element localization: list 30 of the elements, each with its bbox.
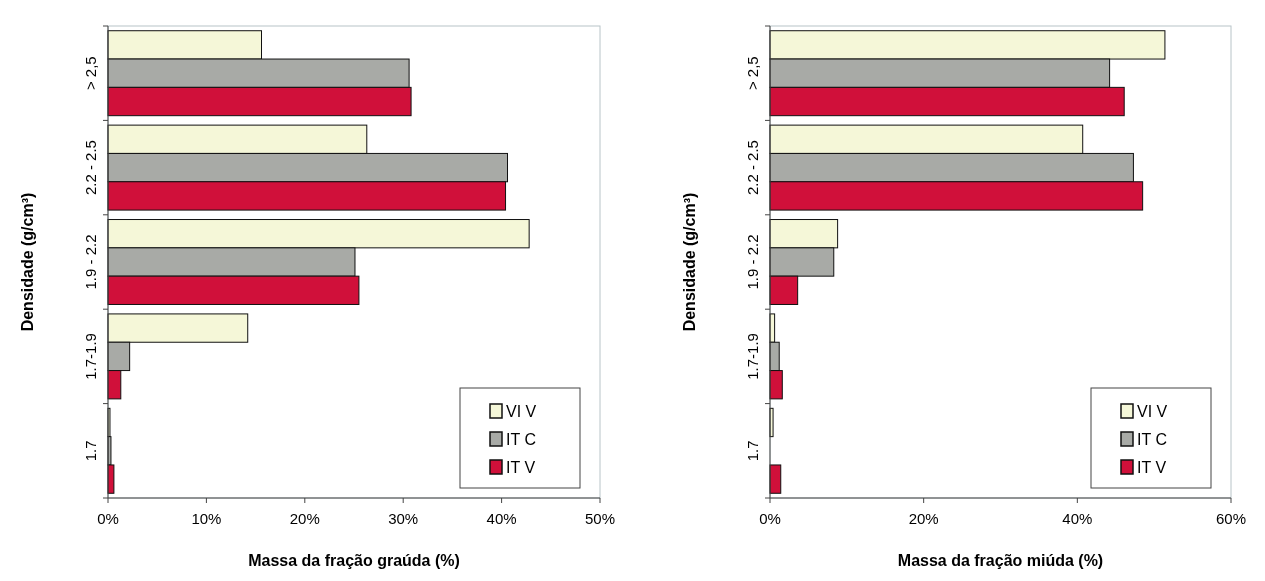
x-axis-title: Massa da fração graúda (%): [248, 552, 460, 569]
y-tick-label: 1.9 - 2.2: [82, 234, 99, 290]
legend-label: IT C: [1137, 431, 1167, 448]
x-tick-label: 20%: [908, 510, 939, 527]
y-tick-label: 2.2 - 2.5: [744, 140, 761, 196]
y-tick-label: 1.7-1.9: [744, 333, 761, 380]
x-tick-label: 40%: [1062, 510, 1093, 527]
x-axis-title: Massa da fração miúda (%): [897, 552, 1104, 569]
x-tick-label: 40%: [486, 510, 517, 527]
x-tick-label: 0%: [97, 510, 119, 527]
legend-label: IT V: [506, 459, 536, 476]
y-tick-label: > 2,5: [82, 56, 99, 91]
legend-label: VI V: [506, 403, 537, 420]
y-axis-title: Densidade (g/cm³): [681, 192, 698, 332]
legend-label: IT C: [506, 431, 536, 448]
y-tick-label: 1.7: [744, 440, 761, 462]
x-tick-label: 50%: [584, 510, 616, 527]
y-tick-label: 1.9 - 2.2: [744, 234, 761, 290]
legend-label: VI V: [1137, 403, 1168, 420]
x-tick-label: 20%: [289, 510, 320, 527]
x-tick-label: 10%: [191, 510, 222, 527]
x-tick-label: 30%: [388, 510, 419, 527]
y-tick-label: 2.2 - 2.5: [82, 140, 99, 196]
y-axis-title: Densidade (g/cm³): [19, 192, 36, 332]
y-tick-label: 1.7-1.9: [82, 333, 99, 380]
x-tick-label: 0%: [759, 510, 781, 527]
x-tick-label: 60%: [1215, 510, 1247, 527]
y-tick-label: > 2,5: [744, 56, 761, 91]
y-tick-label: 1.7: [82, 440, 99, 462]
legend-label: IT V: [1137, 459, 1167, 476]
